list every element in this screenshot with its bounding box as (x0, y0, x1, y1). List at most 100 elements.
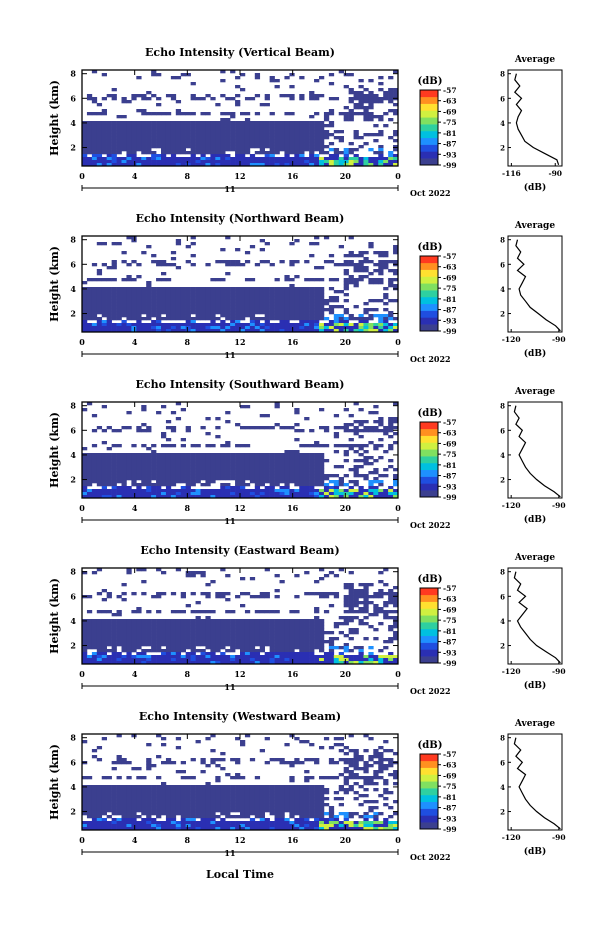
heatmap-cell (299, 495, 305, 499)
heatmap-cell (200, 465, 206, 469)
heatmap-cell (86, 477, 93, 481)
heatmap-cell (165, 157, 172, 161)
heatmap-cell (388, 592, 394, 596)
heatmap-cell (259, 806, 265, 810)
heatmap-cell (131, 453, 137, 457)
heatmap-cell (240, 405, 246, 409)
heatmap-cell (156, 640, 162, 644)
heatmap-cell (368, 106, 374, 110)
heatmap-cell (388, 157, 394, 161)
heatmap-cell (101, 314, 107, 318)
heatmap-cell (156, 154, 162, 158)
heatmap-cell (235, 809, 241, 813)
heatmap-cell (91, 163, 98, 167)
heatmap-cell (249, 142, 256, 146)
heatmap-cell (101, 821, 107, 825)
heatmap-cell (180, 287, 186, 291)
heatmap-cell (299, 160, 305, 164)
heatmap-cell (86, 305, 93, 309)
heatmap-cell (393, 477, 399, 481)
heatmap-cell (235, 94, 241, 98)
heatmap-cell (279, 290, 285, 294)
heatmap-cell (136, 139, 142, 143)
heatmap-cell (141, 785, 147, 789)
heatmap-cell (146, 788, 152, 792)
heatmap-cell (106, 465, 112, 469)
heatmap-cell (279, 299, 285, 303)
heatmap-cell (319, 326, 325, 330)
colorbar-segment (420, 628, 438, 637)
heatmap-cell (254, 462, 261, 466)
heatmap-cell (116, 290, 122, 294)
heatmap-cell (393, 432, 399, 436)
heatmap-cell (126, 761, 132, 765)
heatmap-cell (269, 151, 275, 155)
heatmap-cell (141, 649, 147, 653)
heatmap-cell (141, 477, 147, 481)
heatmap-cell (106, 640, 112, 644)
heatmap-cell (393, 468, 399, 472)
heatmap-cell (170, 411, 177, 415)
heatmap-cell (210, 803, 216, 807)
heatmap-cell (249, 290, 256, 294)
heatmap-cell (299, 640, 305, 644)
average-x-tick-label: -90 (548, 169, 562, 178)
heatmap-cell (244, 160, 251, 164)
heatmap-cell (383, 124, 389, 128)
heatmap-cell (205, 794, 211, 798)
heatmap-cell (116, 160, 122, 164)
heatmap-cell (141, 492, 147, 496)
x-tick-label: 0 (79, 171, 85, 181)
x-tick-label: 0 (79, 337, 85, 347)
heatmap-cell (215, 800, 221, 804)
heatmap-cell (348, 604, 354, 608)
heatmap-cell (185, 124, 191, 128)
heatmap-cell (200, 571, 206, 575)
heatmap-cell (96, 619, 103, 623)
heatmap-cell (151, 800, 157, 804)
heatmap-cell (141, 809, 147, 813)
heatmap-cell (254, 483, 261, 487)
heatmap-cell (131, 305, 137, 309)
heatmap-cell (136, 637, 142, 641)
heatmap-cell (91, 643, 98, 647)
heatmap-cell (146, 610, 152, 614)
heatmap-cell (121, 311, 127, 315)
heatmap-cell (348, 236, 354, 240)
date-label: Oct 2022 (410, 686, 451, 696)
heatmap-cell (210, 492, 216, 496)
heatmap-cell (230, 124, 236, 128)
heatmap-cell (249, 305, 256, 309)
heatmap-cell (82, 794, 88, 798)
heatmap-cell (116, 631, 122, 635)
heatmap-cell (259, 492, 265, 496)
heatmap-cell (264, 151, 270, 155)
colorbar-segment (420, 276, 438, 284)
heatmap-cell (393, 616, 399, 620)
heatmap-cell (259, 628, 265, 632)
colorbar-unit: (dB) (418, 76, 443, 87)
heatmap-cell (185, 625, 191, 629)
heatmap-cell (96, 136, 103, 140)
heatmap-cell (210, 329, 216, 333)
heatmap-cell (225, 290, 231, 294)
heatmap-cell (121, 130, 127, 134)
heatmap-cell (111, 821, 117, 825)
heatmap-cell (210, 646, 216, 650)
heatmap-cell (383, 658, 389, 662)
heatmap-cell (348, 610, 354, 614)
heatmap-cell (175, 619, 182, 623)
heatmap-cell (240, 486, 246, 490)
heatmap-cell (378, 299, 384, 303)
heatmap-cell (141, 625, 147, 629)
heatmap-cell (156, 803, 162, 807)
heatmap-cell (165, 628, 172, 632)
heatmap-cell (388, 269, 394, 273)
heatmap-cell (383, 613, 389, 617)
heatmap-cell (210, 311, 216, 315)
heatmap-cell (156, 103, 162, 107)
heatmap-cell (161, 305, 167, 309)
heatmap-cell (121, 468, 127, 472)
heatmap-cell (259, 308, 265, 312)
heatmap-cell (309, 94, 315, 98)
